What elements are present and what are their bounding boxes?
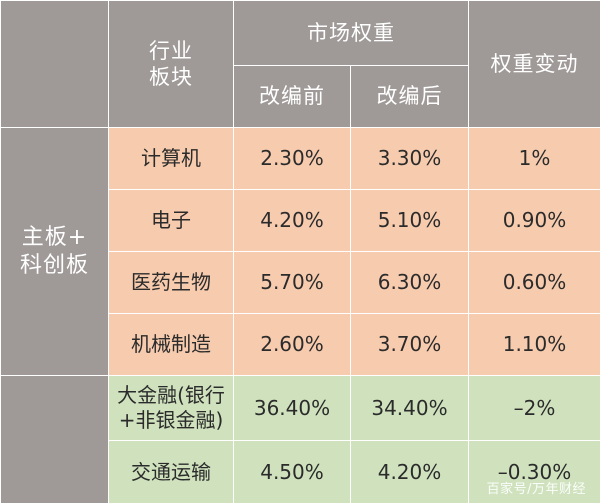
- change-value-cell: –0.30%: [468, 440, 600, 503]
- before-value-cell: 36.40%: [233, 375, 351, 441]
- board-group-line2: 科创板: [19, 252, 89, 278]
- after-value-cell: 34.40%: [350, 375, 469, 441]
- after-value-cell: 3.70%: [350, 313, 469, 376]
- top-left-blank-cell: [0, 0, 109, 128]
- sector-cell: 交通运输: [108, 440, 234, 503]
- before-value-cell: 4.20%: [233, 189, 351, 252]
- sector-cell: 计算机: [108, 127, 234, 190]
- industry-header-line2: 板块: [149, 65, 193, 89]
- watermark-text: 百家号/万年财经: [486, 482, 586, 497]
- sector-cell-line2: +非银金融): [118, 408, 224, 432]
- industry-header: 行业 板块: [108, 0, 234, 128]
- market-weight-header: 市场权重: [233, 0, 469, 66]
- change-value-cell: 0.60%: [468, 251, 600, 314]
- industry-header-line1: 行业: [149, 38, 193, 63]
- change-value-cell: 1%: [468, 127, 600, 190]
- board-group-label: 主板+ 科创板: [0, 127, 109, 376]
- before-value-cell: 2.30%: [233, 127, 351, 190]
- change-value-cell: –2%: [468, 375, 600, 441]
- before-value-cell: 2.60%: [233, 313, 351, 376]
- sector-cell: 医药生物: [108, 251, 234, 314]
- weight-change-header: 权重变动: [468, 0, 600, 128]
- sector-cell-line1: 大金融(银行: [117, 383, 225, 407]
- change-value-cell: 0.90%: [468, 189, 600, 252]
- sector-cell: 电子: [108, 189, 234, 252]
- after-header: 改编后: [350, 65, 469, 128]
- bottom-left-blank-cell: [0, 375, 109, 503]
- change-value-cell: 1.10%: [468, 313, 600, 376]
- board-group-line1: 主板+: [21, 225, 88, 250]
- after-value-cell: 5.10%: [350, 189, 469, 252]
- before-header: 改编前: [233, 65, 351, 128]
- before-value-cell: 4.50%: [233, 440, 351, 503]
- sector-cell: 机械制造: [108, 313, 234, 376]
- after-value-cell: 6.30%: [350, 251, 469, 314]
- after-value-cell: 3.30%: [350, 127, 469, 190]
- after-value-cell: 4.20%: [350, 440, 469, 503]
- sector-cell: 大金融(银行 +非银金融): [108, 375, 234, 441]
- before-value-cell: 5.70%: [233, 251, 351, 314]
